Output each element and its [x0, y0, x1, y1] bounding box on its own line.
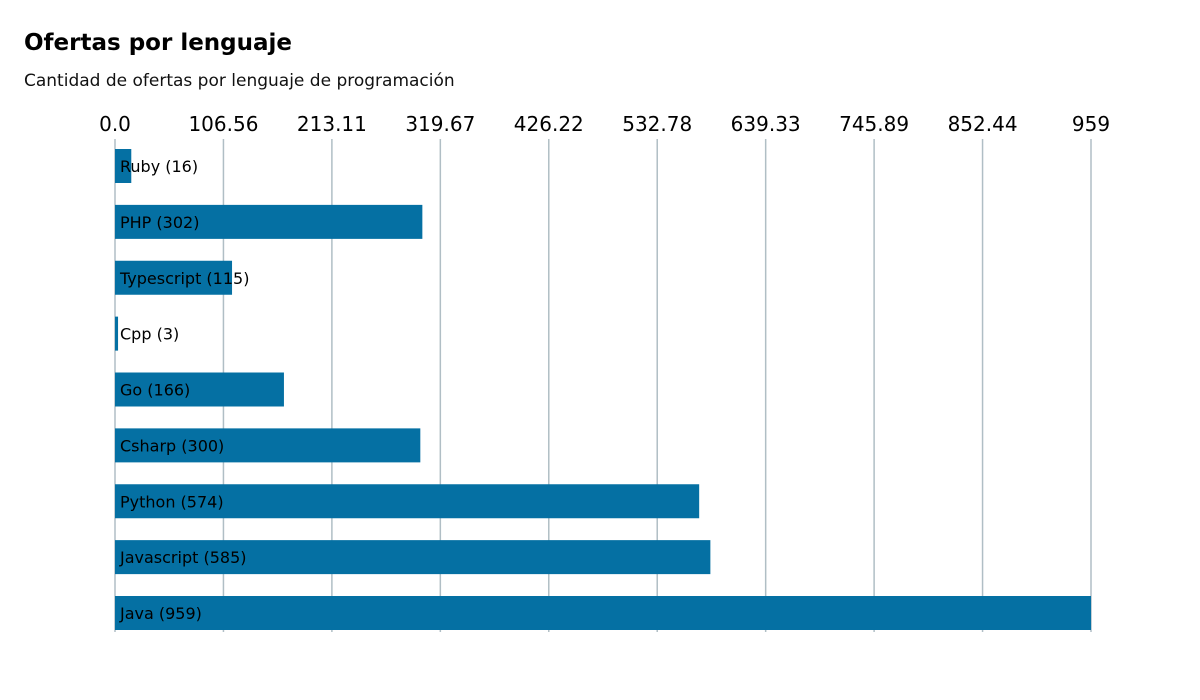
x-tick-label: 106.56: [188, 112, 258, 136]
bar-cpp: [115, 316, 119, 351]
bar-labels-group: Ruby (16) PHP (302) Typescript (115) Cpp (…: [119, 157, 249, 623]
x-tick-label: 213.11: [297, 112, 367, 136]
bar-php: [115, 204, 423, 239]
x-tick-label: 745.89: [839, 112, 909, 136]
x-tick-label: 319.67: [405, 112, 475, 136]
bar-java: [115, 596, 1091, 630]
bar-label-ruby: Ruby (16): [120, 157, 198, 176]
chart-title: Ofertas por lenguaje: [24, 30, 293, 56]
x-tick-label: 426.22: [514, 112, 584, 136]
x-tick-label: 959: [1072, 112, 1110, 136]
bar-label-csharp: Csharp (300): [120, 436, 224, 455]
bar-csharp: [115, 428, 421, 463]
bar-ruby: [115, 149, 132, 183]
bar-label-javascript: Javascript (585): [119, 548, 247, 567]
x-tick-label: 852.44: [948, 112, 1018, 136]
bar-label-typescript: Typescript (115): [119, 269, 249, 288]
bar-label-python: Python (574): [120, 492, 224, 511]
bars-group: [115, 149, 1091, 630]
x-tick-labels-group: 0.0 106.56 213.11 319.67 426.22 532.78 639.33 7…: [99, 112, 1110, 136]
bar-python: [115, 484, 700, 519]
bar-typescript: [115, 260, 233, 295]
x-tick-label: 0.0: [99, 112, 131, 136]
bar-javascript: [115, 540, 711, 575]
bar-go: [115, 372, 284, 407]
chart-subtitle: Cantidad de ofertas por lenguaje de prog…: [24, 71, 455, 91]
bar-label-php: PHP (302): [120, 213, 199, 232]
x-tick-label: 532.78: [622, 112, 692, 136]
bar-label-cpp: Cpp (3): [120, 325, 179, 344]
bar-label-java: Java (959): [119, 604, 202, 623]
x-tick-label: 639.33: [731, 112, 801, 136]
bar-label-go: Go (166): [120, 381, 190, 400]
